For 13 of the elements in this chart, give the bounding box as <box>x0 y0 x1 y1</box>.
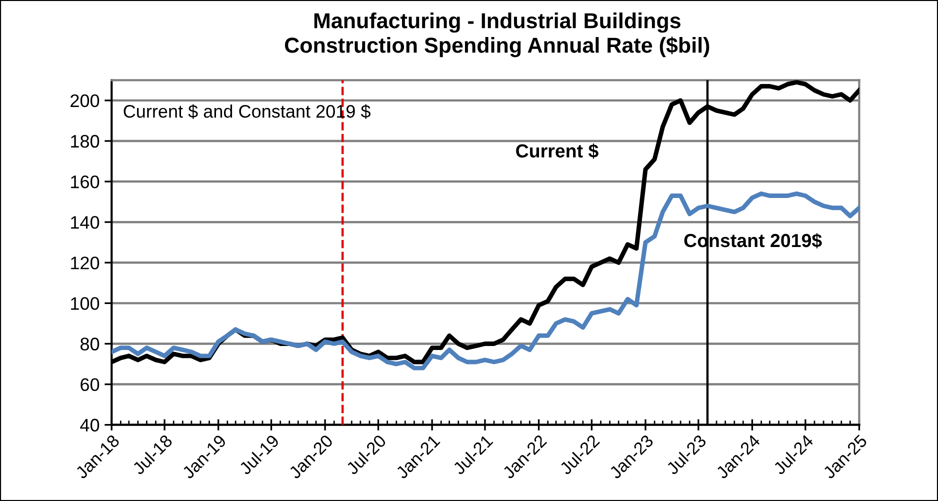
line-series <box>112 191 860 370</box>
y-tick-label: 100 <box>71 297 100 310</box>
y-tick-label: 160 <box>71 175 100 188</box>
y-tick-label: 60 <box>80 378 100 392</box>
y-tick-label: 180 <box>71 134 100 148</box>
text: Current $ <box>516 143 598 159</box>
chart-title: Manufacturing - Industrial Buildings Construction Spending Annual Rate ($bil) <box>284 12 710 58</box>
y-tick-label: 140 <box>71 216 100 229</box>
y-tick-label: 200 <box>70 94 100 108</box>
y-tick-label: 80 <box>80 338 100 350</box>
y-tick-label: 120 <box>71 256 100 270</box>
annotation: Current $ and Constant 2019 $ <box>124 104 370 119</box>
y-tick-label: 40 <box>80 418 100 432</box>
